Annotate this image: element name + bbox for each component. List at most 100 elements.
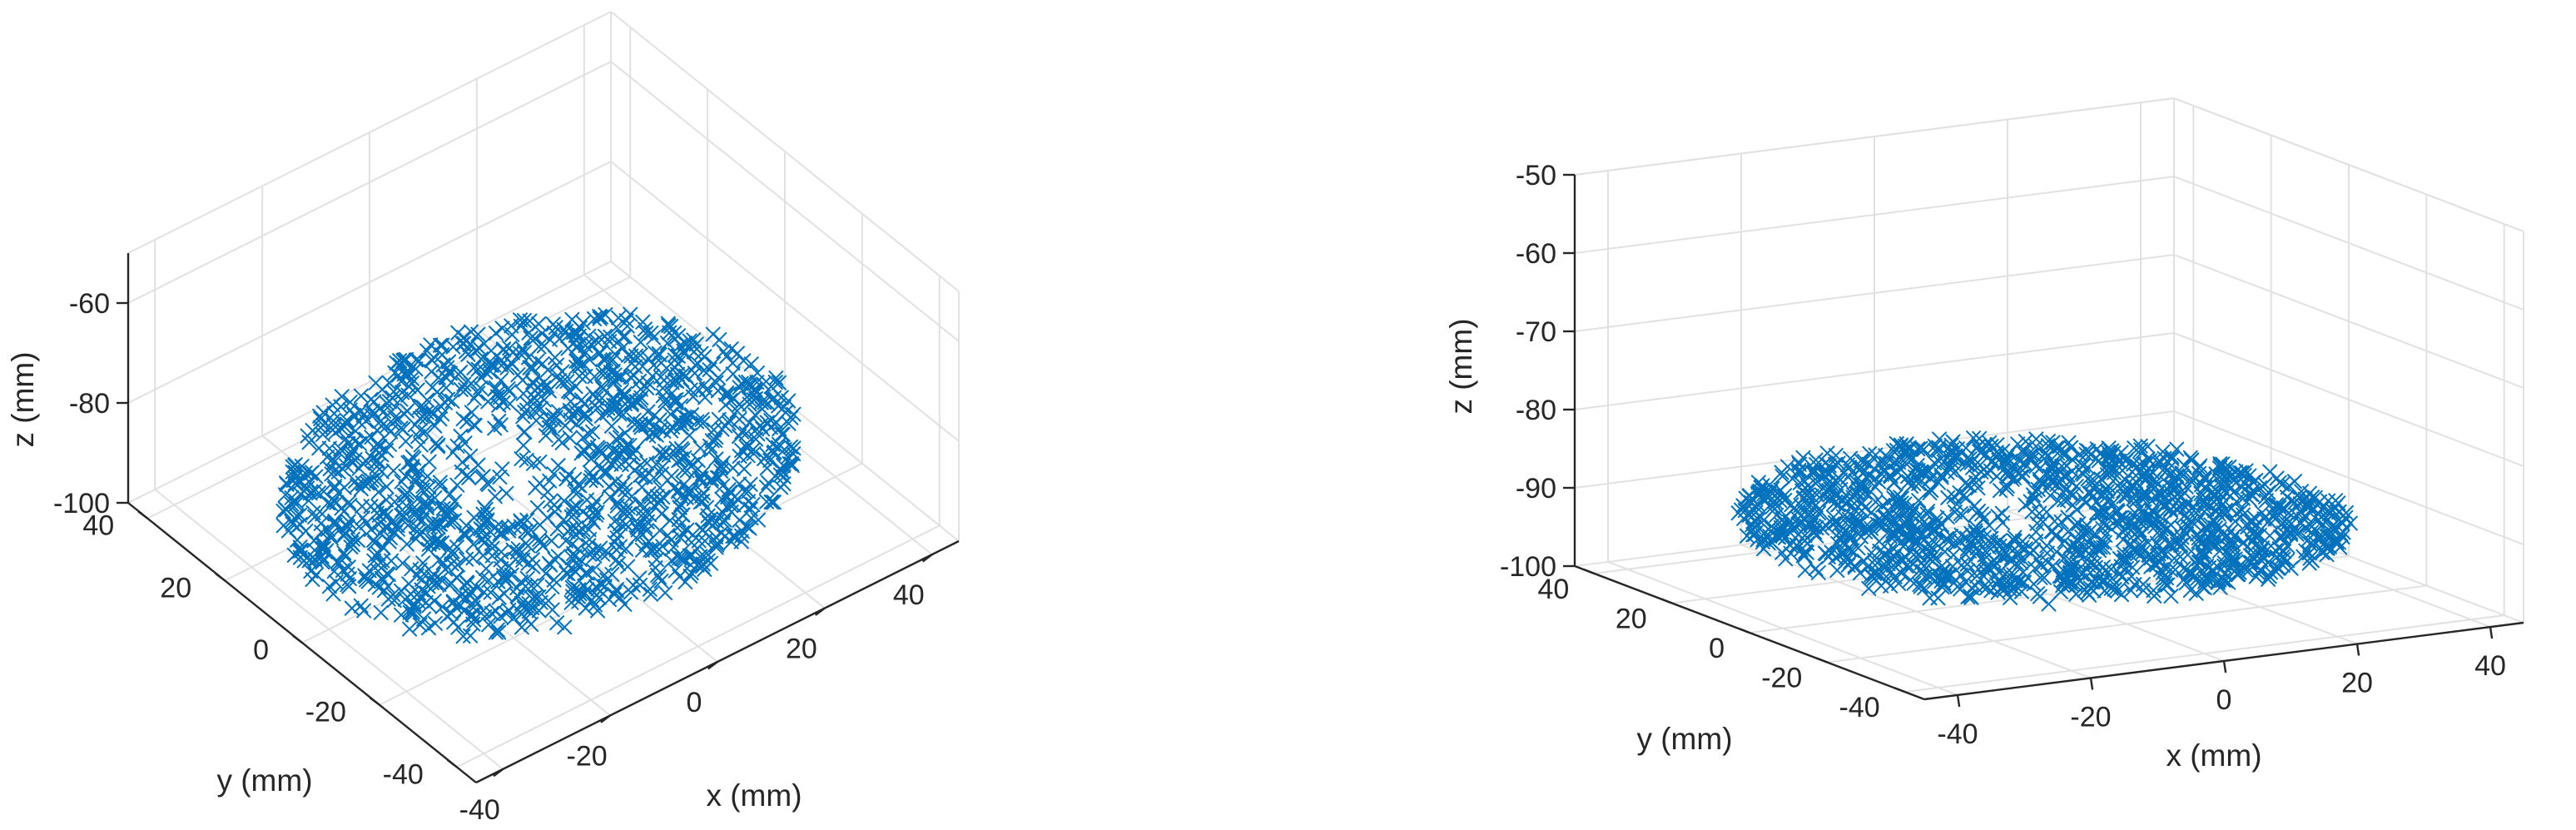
data-point [560,558,576,574]
data-point [667,352,682,368]
data-point [708,451,724,467]
data-point [380,567,396,583]
data-point [379,479,395,495]
data-point [325,422,340,438]
data-point [2284,516,2300,532]
data-point [1968,469,1983,485]
data-point [598,307,613,323]
data-point [308,469,324,485]
data-point [2016,441,2032,457]
data-point [2219,529,2235,544]
wall-gridline [2173,489,2524,624]
data-point [346,407,362,423]
y-tick-mark [1816,657,1828,664]
data-point [628,530,644,546]
data-point [693,345,709,361]
data-point [589,400,605,416]
data-point [651,569,667,585]
data-point [2242,554,2258,570]
data-point [374,447,390,463]
data-point [742,391,757,407]
data-point [2028,483,2043,499]
data-point [385,463,401,479]
data-point [2127,577,2142,593]
data-point [441,354,457,370]
data-point [1861,580,1877,596]
data-point [2092,445,2108,461]
data-point [513,513,529,529]
data-point [587,369,603,385]
data-point [1923,470,1938,486]
data-point [618,487,633,503]
data-point [557,619,573,635]
data-point [1926,574,1942,589]
data-point [355,510,370,526]
data-point [1854,503,1869,519]
data-point [2112,551,2127,567]
data-point [315,552,331,568]
data-point [747,382,763,398]
wall-gridline [127,261,612,504]
data-point [715,455,731,471]
data-point [389,355,405,370]
y-tick-mark [1738,627,1750,634]
data-point [2151,455,2167,471]
data-point [672,499,687,515]
x-tick-label: 0 [687,687,702,718]
data-point [2258,489,2274,504]
data-point [470,326,486,342]
data-point [1807,524,1823,540]
data-point [336,545,352,561]
data-point [641,415,657,431]
data-point [2201,518,2216,534]
data-point [332,445,348,461]
data-point [1941,533,1957,549]
y-tick-label: 0 [253,634,269,666]
data-point [613,503,628,519]
data-point [736,353,752,369]
data-point [1926,547,1942,563]
data-point [637,469,653,485]
data-point [502,396,518,412]
data-point [633,496,649,512]
box-edge [610,11,960,292]
data-point [1958,490,1974,505]
data-point [567,471,583,487]
y-tick-mark [1894,687,1906,693]
data-point [648,456,664,472]
x-tick-label: 0 [2216,684,2232,716]
data-point [2291,490,2307,505]
data-point [1797,533,1813,549]
data-point [2184,452,2200,468]
data-point [776,399,792,415]
data-point [423,532,439,548]
data-point [1885,528,1901,544]
scatter-points [275,306,802,644]
data-point [1922,485,1938,501]
data-point [649,489,665,504]
data-point [622,457,638,473]
data-point [321,440,337,456]
data-point [2304,553,2320,569]
data-point [301,435,317,450]
data-point [660,316,676,331]
data-point [682,568,698,584]
data-point [427,615,443,631]
data-point [414,512,430,528]
floor-gridline [146,276,631,519]
data-point [2113,587,2129,603]
data-point [667,325,682,340]
data-point [685,389,701,405]
data-point [732,449,747,465]
data-point [1964,580,1980,596]
data-point [1849,486,1864,502]
data-point [1808,452,1824,468]
data-point [1969,568,1985,584]
data-point [652,445,668,461]
data-point [570,524,586,539]
data-point [1982,561,1998,577]
data-point [2162,537,2178,553]
data-point [2283,560,2299,576]
data-point [2117,553,2133,569]
data-point [2251,480,2267,496]
